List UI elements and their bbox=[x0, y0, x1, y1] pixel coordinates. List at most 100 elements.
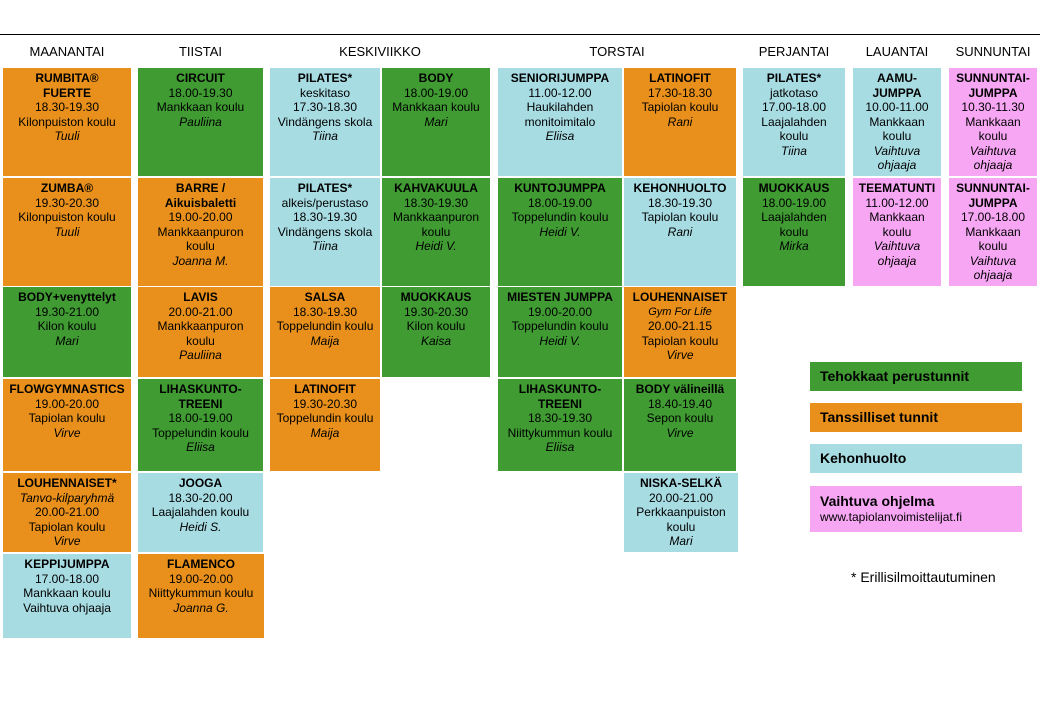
class-block: LIHASKUNTO- TREENI 18.00-19.00 Toppelund… bbox=[138, 379, 263, 471]
class-block: BODY 18.00-19.00 Mankkaan koulu Mari bbox=[382, 68, 490, 176]
class-instructor: Vaihtuva ohjaaja bbox=[23, 600, 111, 615]
class-location: Mankkaan bbox=[869, 210, 925, 224]
class-instructor: Heidi V. bbox=[539, 224, 581, 239]
class-instructor: Pauliina bbox=[179, 114, 222, 129]
class-location: koulu bbox=[882, 129, 912, 143]
class-title: KUNTOJUMPPA bbox=[514, 181, 606, 195]
class-instructor: Vaihtuva bbox=[873, 239, 921, 253]
class-time: 17.00-18.00 bbox=[960, 210, 1026, 224]
class-location: Tapiolan koulu bbox=[641, 333, 719, 348]
class-location: Haukilahden bbox=[526, 100, 594, 114]
class-location: Laajalahden koulu bbox=[151, 505, 250, 519]
class-location: koulu bbox=[421, 224, 451, 239]
legend-label: Tehokkaat perustunnit bbox=[820, 368, 970, 384]
class-location: Vindängens skola bbox=[277, 114, 373, 129]
class-time: 17.00-18.00 bbox=[34, 571, 100, 586]
class-location: Vindängens skola bbox=[277, 224, 373, 239]
class-instructor: ohjaaja bbox=[973, 268, 1013, 282]
class-location: Mankkaan koulu bbox=[23, 586, 111, 600]
class-block: KEHONHUOLTO 18.30-19.30 Tapiolan koulu R… bbox=[624, 178, 736, 286]
class-instructor: Eliisa bbox=[545, 129, 575, 143]
class-time: 20.00-21.00 bbox=[168, 304, 233, 319]
class-block: JOOGA 18.30-20.00 Laajalahden koulu Heid… bbox=[138, 473, 263, 552]
class-title: LAVIS bbox=[183, 290, 218, 304]
class-instructor: Vaihtuva bbox=[969, 253, 1017, 268]
class-block: SALSA 18.30-19.30 Toppelundin koulu Maij… bbox=[270, 287, 380, 377]
class-title: LATINOFIT bbox=[649, 71, 711, 85]
class-location: Toppelundin koulu bbox=[276, 411, 374, 425]
class-instructor: Tiina bbox=[312, 239, 338, 253]
class-time: 11.00-12.00 bbox=[865, 195, 929, 210]
header-rule bbox=[0, 34, 1040, 35]
class-location: Sepon koulu bbox=[646, 411, 714, 425]
class-title: KAHVAKUULA bbox=[394, 181, 478, 195]
class-time: 18.30-20.00 bbox=[168, 490, 233, 505]
class-location: Perkkaanpuiston bbox=[636, 505, 726, 519]
class-title: LATINOFIT bbox=[294, 382, 356, 396]
class-block: KAHVAKUULA 18.30-19.30 Mankkaanpuron kou… bbox=[382, 178, 490, 286]
class-time: 18.30-19.30 bbox=[292, 210, 358, 224]
class-title: PILATES* bbox=[297, 181, 353, 195]
class-level: keskitaso bbox=[299, 85, 351, 100]
class-instructor: Virve bbox=[53, 534, 81, 548]
class-time: 18.30-19.30 bbox=[34, 100, 100, 114]
class-location: Tapiolan koulu bbox=[641, 100, 719, 114]
class-location: Kilon koulu bbox=[37, 319, 97, 333]
class-title: MIESTEN JUMPPA bbox=[507, 290, 613, 304]
class-location: Toppelundin koulu bbox=[152, 425, 249, 440]
class-block: FLOWGYMNASTICS 19.00-20.00 Tapiolan koul… bbox=[3, 379, 131, 471]
class-title: SUNNUNTAI- bbox=[956, 181, 1030, 195]
class-location: Mankkaanpuron bbox=[157, 224, 244, 239]
class-title: TEEMATUNTI bbox=[858, 181, 936, 195]
class-location: Mankkaan bbox=[869, 114, 925, 129]
class-title: TREENI bbox=[178, 396, 223, 411]
class-block: LAVIS 20.00-21.00 Mankkaanpuron koulu Pa… bbox=[138, 287, 263, 377]
class-level: alkeis/perustaso bbox=[281, 195, 369, 210]
class-block: MUOKKAUS 19.30-20.30 Kilon koulu Kaisa bbox=[382, 287, 490, 377]
class-time: 19.00-20.00 bbox=[168, 571, 234, 586]
class-time: 18.00-19.00 bbox=[527, 195, 593, 210]
class-block: BODY välineillä 18.40-19.40 Sepon koulu … bbox=[624, 379, 736, 471]
class-block: LOUHENNAISET Gym For Life 20.00-21.15 Ta… bbox=[624, 287, 736, 377]
class-title: CIRCUIT bbox=[176, 71, 225, 85]
class-subtitle: Tanvo-kilparyhmä bbox=[19, 490, 115, 505]
class-location: Niittykummun koulu bbox=[507, 425, 613, 440]
class-block: NISKA-SELKÄ 20.00-21.00 Perkkaanpuiston … bbox=[624, 473, 738, 552]
class-time: 19.00-20.00 bbox=[168, 210, 233, 224]
class-time: 18.00-19.30 bbox=[168, 85, 233, 100]
class-block: KUNTOJUMPPA 18.00-19.00 Toppelundin koul… bbox=[498, 178, 622, 286]
class-location: Kilonpuiston koulu bbox=[18, 210, 116, 224]
legend-blue: Kehonhuolto bbox=[810, 444, 1022, 473]
class-location: koulu bbox=[666, 519, 696, 534]
class-location: koulu bbox=[779, 224, 809, 239]
class-location: Laajalahden bbox=[761, 114, 827, 129]
class-title: MUOKKAUS bbox=[758, 181, 830, 195]
class-block: PILATES* alkeis/perustaso 18.30-19.30 Vi… bbox=[270, 178, 380, 286]
class-block: LOUHENNAISET* Tanvo-kilparyhmä 20.00-21.… bbox=[3, 473, 131, 552]
class-block: PILATES* jatkotaso 17.00-18.00 Laajalahd… bbox=[743, 68, 845, 176]
class-location: Tapiolan koulu bbox=[641, 210, 719, 224]
class-instructor: Maija bbox=[310, 333, 340, 348]
class-block: ZUMBA® 19.30-20.30 Kilonpuiston koulu Tu… bbox=[3, 178, 131, 286]
class-instructor: Mari bbox=[55, 333, 79, 348]
class-location: Kilonpuiston koulu bbox=[18, 114, 116, 129]
class-location: Toppelundin koulu bbox=[276, 319, 374, 333]
class-location: Mankkaan bbox=[965, 224, 1021, 239]
class-block: BARRE / Aikuisbaletti 19.00-20.00 Mankka… bbox=[138, 178, 263, 286]
class-title: SALSA bbox=[304, 290, 346, 304]
class-title: JUMPPA bbox=[968, 85, 1018, 100]
class-title: PILATES* bbox=[766, 71, 822, 85]
class-subtitle: Gym For Life bbox=[648, 305, 712, 318]
class-instructor: Kaisa bbox=[420, 333, 452, 348]
class-location: Kilon koulu bbox=[406, 319, 466, 333]
class-time: 10.30-11.30 bbox=[961, 100, 1025, 114]
class-block: AAMU- JUMPPA 10.00-11.00 Mankkaan koulu … bbox=[853, 68, 941, 176]
class-block: FLAMENCO 19.00-20.00 Niittykummun koulu … bbox=[138, 554, 264, 638]
class-instructor: Virve bbox=[666, 425, 694, 440]
class-block: LATINOFIT 17.30-18.30 Tapiolan koulu Ran… bbox=[624, 68, 736, 176]
class-time: 17.30-18.30 bbox=[647, 85, 713, 100]
class-location: koulu bbox=[978, 129, 1008, 143]
class-time: 18.00-19.00 bbox=[761, 195, 827, 210]
legend-label: Vaihtuva ohjelma bbox=[820, 493, 935, 509]
class-block: SENIORIJUMPPA 11.00-12.00 Haukilahden mo… bbox=[498, 68, 622, 176]
